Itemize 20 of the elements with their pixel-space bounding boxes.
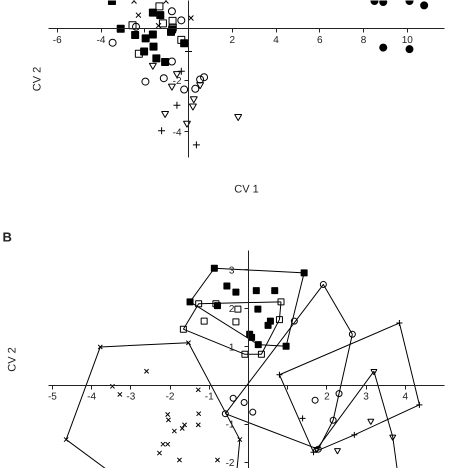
y-tick-label: -2 xyxy=(226,458,235,470)
y-axis-title: CV 2 xyxy=(32,66,44,92)
y-tick-label: 2 xyxy=(228,304,235,315)
x-tick-label: -2 xyxy=(166,392,175,403)
x-tick-label: -1 xyxy=(204,392,214,403)
x-axis-title: CV 1 xyxy=(234,184,259,196)
x-tick-label: -6 xyxy=(52,34,62,46)
x-tick-label: 10 xyxy=(402,34,414,46)
chart-title: B xyxy=(2,230,12,244)
x-tick-label: 4 xyxy=(273,34,280,46)
x-tick-label: -5 xyxy=(48,392,58,403)
x-tick-label: 4 xyxy=(402,392,409,403)
y-axis-title: CV 2 xyxy=(6,347,18,372)
x-tick-label: -4 xyxy=(87,392,97,403)
x-tick-label: 8 xyxy=(360,34,367,46)
x-tick-label: 3 xyxy=(363,392,370,403)
x-tick-label: -4 xyxy=(96,34,106,46)
x-tick-label: 6 xyxy=(317,34,324,46)
x-tick-label: 2 xyxy=(324,392,330,403)
x-tick-label: -3 xyxy=(126,392,136,403)
